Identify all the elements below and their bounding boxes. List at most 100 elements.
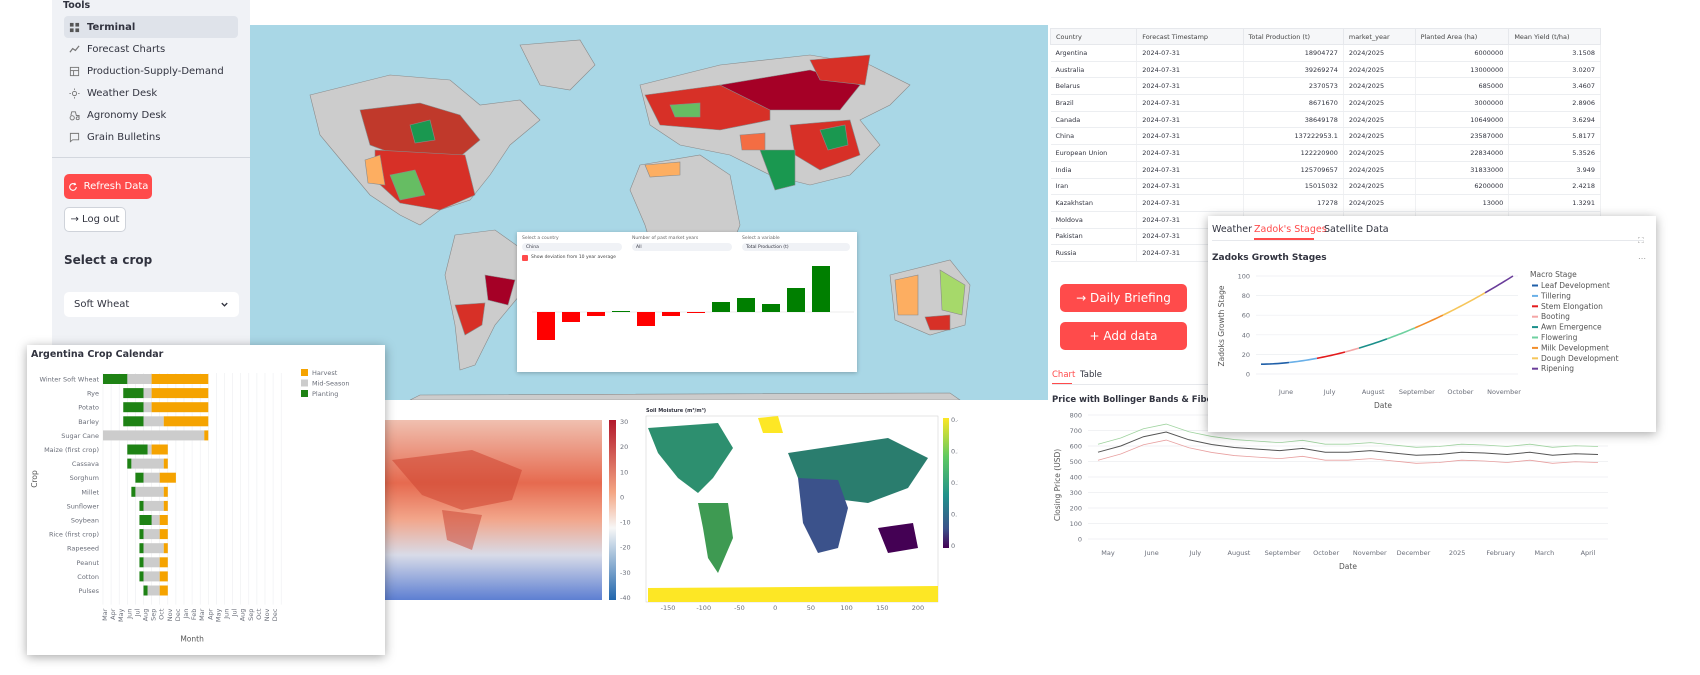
tab-chart[interactable]: Chart	[1052, 370, 1076, 380]
zadoks-legend-item: Tillering	[1540, 291, 1571, 300]
temperature-map[interactable]: 30 20 10 0 -10 -20 -30 -40	[352, 410, 638, 610]
planting-bar	[131, 486, 136, 497]
table-row[interactable]: Belarus 2024-07-31 2370573 2024/2025 685000 3…	[1050, 77, 1601, 96]
tab-satellite-data[interactable]: Satellite Data	[1324, 224, 1389, 235]
harvest-bar	[204, 430, 209, 441]
table-cell: 3.0207	[1508, 61, 1601, 79]
table-row[interactable]: European Union 2024-07-31 122220900 2024/20…	[1050, 144, 1601, 162]
variable-select[interactable]: Total Production (t)	[742, 243, 850, 251]
table-cell: Australia	[1050, 61, 1138, 79]
zadoks-ytick: 100	[1238, 273, 1250, 281]
month-tick: Apr	[206, 608, 214, 620]
table-cell: 3.6294	[1508, 111, 1601, 129]
nav-item-terminal[interactable]: Terminal	[64, 16, 238, 38]
month-tick: Mar	[101, 608, 109, 621]
zadoks-stage-line	[1316, 351, 1346, 360]
zadoks-xtick: July	[1323, 388, 1336, 396]
soil-moisture-panel: Soil Moisture (m³/m³) 0.4 0.3 0.2 0.1 0 -150…	[638, 408, 961, 613]
nav-item-forecast-charts[interactable]: Forecast Charts	[64, 38, 238, 60]
planting-bar	[139, 500, 144, 511]
sun-icon	[69, 87, 80, 99]
deviation-bar	[537, 312, 555, 340]
zadoks-xtick: September	[1399, 388, 1435, 396]
fullscreen-icon[interactable]: ⛶	[1638, 236, 1644, 245]
tab-table[interactable]: Table	[1080, 370, 1102, 380]
table-header-cell[interactable]: Mean Yield (t/ha)	[1508, 28, 1601, 45]
nav-item-grain-bulletins[interactable]: Grain Bulletins	[64, 126, 238, 148]
brazil-regions	[484, 274, 516, 306]
mid-season-bar	[151, 515, 160, 525]
nav-item-agronomy-desk[interactable]: Agronomy Desk	[64, 104, 238, 126]
siberia-region	[809, 54, 871, 86]
table-cell: 18904727	[1243, 44, 1344, 62]
temperature-tick: -30	[620, 569, 631, 577]
nav-item-production-supply-demand[interactable]: Production-Supply-Demand	[64, 60, 238, 82]
table-row[interactable]: Kazakhstan 2024-07-31 17278 2024/2025 13000 1…	[1050, 194, 1601, 212]
zadoks-stage-line	[1260, 361, 1290, 365]
daily-briefing-button[interactable]: → Daily Briefing	[1060, 284, 1187, 312]
zadoks-xtick: October	[1447, 388, 1473, 396]
land-temperature-shape	[392, 450, 522, 510]
table-header-cell[interactable]: Country	[1050, 28, 1138, 45]
planting-bar	[103, 374, 128, 384]
country-select[interactable]: China	[522, 243, 622, 251]
table-row[interactable]: Australia 2024-07-31 39269274 2024/2025 1300…	[1050, 61, 1601, 79]
crop-label: Maize (first crop)	[44, 446, 99, 454]
planting-bar	[139, 543, 144, 554]
harvest-bar	[163, 500, 168, 511]
price-xtick: June	[1144, 549, 1159, 557]
price-ytick: 600	[1070, 443, 1082, 451]
table-cell: 125709657	[1243, 161, 1344, 179]
soil-moisture-xtick: 200	[912, 604, 924, 612]
crop-label: Cassava	[72, 460, 99, 468]
crop-select[interactable]: Soft Wheat	[64, 292, 239, 317]
table-cell: 2.4218	[1508, 178, 1601, 196]
price-chart[interactable]: 800 700 600 500 400 300 200 100 0 May June July Augu…	[1048, 410, 1610, 610]
zadoks-stage-line	[1386, 327, 1416, 340]
years-label: Number of past market years	[632, 236, 699, 241]
deviation-checkbox[interactable]	[522, 255, 528, 261]
month-tick: Sep	[150, 609, 158, 621]
price-ytick: 100	[1070, 520, 1082, 528]
table-row[interactable]: Argentina 2024-07-31 18904727 2024/2025 6000…	[1050, 44, 1601, 62]
soil-moisture-map[interactable]: 0.4 0.3 0.2 0.1 0 -150 -100 -50 0 50 100 150 200	[638, 408, 961, 613]
table-cell: 10649000	[1415, 111, 1510, 129]
zadoks-legend-item: Dough Development	[1541, 354, 1619, 363]
temperature-tick: -20	[620, 544, 631, 552]
temperature-colorbar	[609, 420, 616, 600]
table-cell: 2024/2025	[1343, 127, 1416, 146]
planting-bar	[139, 557, 144, 568]
refresh-data-button[interactable]: Refresh Data	[64, 174, 152, 199]
table-header-cell[interactable]: Total Production (t)	[1242, 28, 1344, 45]
table-row[interactable]: Brazil 2024-07-31 8671670 2024/2025 3000000 2…	[1050, 94, 1601, 112]
calendar-legend-item: Mid-Season	[312, 380, 349, 388]
more-options-icon[interactable]: ⋯	[1638, 254, 1646, 263]
tab-zadoks-stages[interactable]: Zadok's Stages	[1254, 224, 1327, 235]
table-row[interactable]: Iran 2024-07-31 15015032 2024/2025 6200000 2.…	[1050, 178, 1601, 196]
table-cell: Moldova	[1050, 211, 1138, 229]
zadoks-legend-item: Leaf Development	[1541, 281, 1610, 290]
soil-moisture-xtick: -150	[661, 604, 676, 612]
table-cell: 15015032	[1243, 178, 1344, 196]
price-ytick: 500	[1070, 458, 1082, 466]
crop-calendar-chart[interactable]: Winter Soft Wheat Rye Potato Barley Sugar Ca…	[27, 359, 385, 655]
tab-weather[interactable]: Weather	[1212, 224, 1252, 235]
table-header-cell[interactable]: Planted Area (ha)	[1414, 28, 1510, 45]
table-header-cell[interactable]: market_year	[1342, 28, 1416, 45]
crop-label: Sorghum	[70, 474, 99, 482]
logout-button[interactable]: → Log out	[64, 207, 126, 232]
europe-green-region	[669, 102, 701, 118]
zadoks-chart[interactable]: 100 80 60 40 20 0 June July August September Octob…	[1208, 266, 1656, 432]
table-header-cell[interactable]: Forecast Timestamp	[1136, 28, 1244, 45]
month-tick: Oct	[158, 608, 166, 620]
price-xtick: February	[1486, 549, 1515, 557]
variable-value: Total Production (t)	[746, 244, 789, 250]
crop-label: Winter Soft Wheat	[40, 376, 100, 384]
nav-item-weather-desk[interactable]: Weather Desk	[64, 82, 238, 104]
table-row[interactable]: Canada 2024-07-31 38649178 2024/2025 1064900…	[1050, 111, 1601, 129]
add-data-button[interactable]: + Add data	[1060, 322, 1187, 350]
table-row[interactable]: China 2024-07-31 137222953.1 2024/2025 23587…	[1050, 127, 1601, 146]
years-select[interactable]: All	[632, 243, 732, 251]
zadoks-xtick: June	[1278, 388, 1293, 396]
table-row[interactable]: India 2024-07-31 125709657 2024/2025 3183300…	[1050, 161, 1601, 179]
